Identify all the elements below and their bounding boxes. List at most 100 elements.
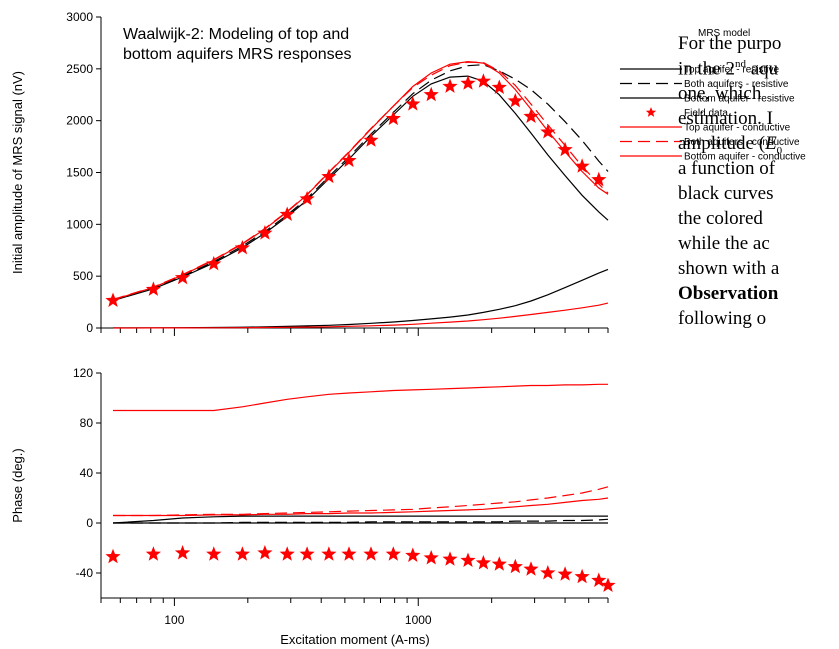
- paragraph-line: while the ac: [678, 233, 770, 254]
- paragraph-line: shown with a: [678, 258, 780, 279]
- data-point-star: [475, 73, 491, 88]
- y-axis-label: Phase (deg.): [10, 448, 25, 522]
- series-line: [112, 64, 609, 301]
- y-tick-label: 2000: [66, 114, 93, 128]
- field-data-markers: [105, 73, 607, 307]
- data-point-star: [475, 555, 491, 570]
- data-point-star: [257, 225, 273, 240]
- legend-label: Field data: [684, 108, 728, 119]
- paragraph-line: a function of: [678, 158, 776, 179]
- data-point-star: [105, 548, 121, 564]
- data-point-star: [507, 558, 523, 574]
- data-point-star: [341, 546, 357, 561]
- x-axis-label: Excitation moment (A-ms): [280, 632, 430, 647]
- legend-star: [645, 107, 657, 117]
- legend-label: Both aquifers - conductive: [684, 137, 800, 148]
- data-point-star: [591, 171, 607, 187]
- y-tick-label: 2500: [66, 62, 93, 76]
- data-point-star: [321, 546, 337, 561]
- data-point-star: [523, 108, 539, 123]
- data-point-star: [257, 545, 273, 560]
- chart-title: bottom aquifers MRS responses: [123, 46, 352, 63]
- series-line: [113, 383, 608, 412]
- paragraph-line: For the purpo: [678, 33, 782, 54]
- paragraph-line: Observation: [678, 283, 779, 304]
- data-point-star: [206, 255, 222, 271]
- x-tick-label: 100: [164, 613, 184, 627]
- data-point-star: [363, 132, 379, 147]
- data-point-star: [385, 546, 401, 561]
- y-axis-label: Initial amplitude of MRS signal (nV): [10, 71, 25, 274]
- data-point-star: [423, 550, 439, 565]
- data-point-star: [557, 566, 573, 581]
- data-point-star: [299, 546, 315, 561]
- data-point-star: [299, 190, 315, 206]
- data-point-star: [385, 110, 401, 126]
- y-tick-label: 0: [86, 516, 93, 530]
- data-point-star: [574, 158, 590, 173]
- y-tick-label: 80: [80, 416, 94, 430]
- data-point-star: [234, 546, 250, 561]
- series-line: [113, 497, 609, 517]
- series-line: [112, 268, 609, 329]
- series-line: [112, 515, 608, 524]
- data-point-star: [591, 572, 607, 587]
- data-point-star: [491, 79, 507, 94]
- paragraph-line: estimation. I: [678, 108, 773, 129]
- legend-label: Bottom aquifer - resistive: [684, 94, 795, 105]
- paragraph-line: in the 2nd aqu: [678, 58, 779, 80]
- data-point-star: [174, 269, 191, 285]
- data-point-star: [405, 96, 421, 111]
- legend-label: Top aquifer - conductive: [684, 123, 791, 134]
- data-point-star: [321, 168, 337, 184]
- y-tick-label: 1000: [66, 217, 93, 231]
- data-point-star: [363, 546, 379, 561]
- field-data-markers: [105, 545, 616, 592]
- data-point-star: [600, 577, 616, 592]
- data-point-star: [174, 545, 191, 560]
- data-point-star: [423, 86, 439, 102]
- y-tick-label: 120: [73, 366, 93, 380]
- data-point-star: [523, 561, 539, 576]
- data-point-star: [507, 93, 523, 108]
- paragraph-line: one, which: [678, 83, 762, 104]
- data-point-star: [206, 546, 222, 561]
- y-tick-label: 0: [86, 321, 93, 335]
- series-line: [112, 60, 609, 301]
- data-point-star: [442, 78, 458, 93]
- series-line: [113, 486, 609, 517]
- data-point-star: [341, 152, 357, 168]
- data-point-star: [574, 568, 590, 584]
- paragraph-line: black curves: [678, 183, 774, 204]
- legend-label: Bottom aquifer - conductive: [684, 152, 806, 163]
- data-point-star: [279, 206, 295, 221]
- data-point-star: [279, 546, 295, 561]
- paragraph-line: the colored: [678, 208, 763, 229]
- legend-label: Both aquifers - resistive: [684, 79, 789, 90]
- y-tick-label: 3000: [66, 10, 93, 24]
- x-tick-label: 1000: [405, 613, 432, 627]
- series-line: [112, 302, 609, 329]
- y-tick-label: 1500: [66, 166, 93, 180]
- data-point-star: [234, 240, 250, 255]
- data-point-star: [460, 75, 476, 90]
- data-point-star: [460, 552, 476, 567]
- y-tick-label: 40: [80, 466, 94, 480]
- paragraph-line: amplitude (E0: [678, 133, 783, 157]
- y-tick-label: -40: [76, 566, 94, 580]
- paragraph-line: following o: [678, 308, 767, 329]
- series-line: [112, 61, 609, 301]
- data-point-star: [145, 546, 161, 561]
- data-point-star: [442, 551, 458, 566]
- legend-label: Top aquifer - resistive: [684, 65, 779, 76]
- data-point-star: [405, 547, 421, 562]
- chart-title: Waalwijk-2: Modeling of top and: [123, 26, 349, 43]
- legend-title: MRS model: [698, 28, 751, 39]
- data-point-star: [557, 141, 573, 157]
- series-line: [112, 75, 609, 302]
- data-point-star: [145, 281, 161, 296]
- data-point-star: [540, 565, 556, 580]
- data-point-star: [491, 556, 507, 571]
- y-tick-label: 500: [73, 269, 93, 283]
